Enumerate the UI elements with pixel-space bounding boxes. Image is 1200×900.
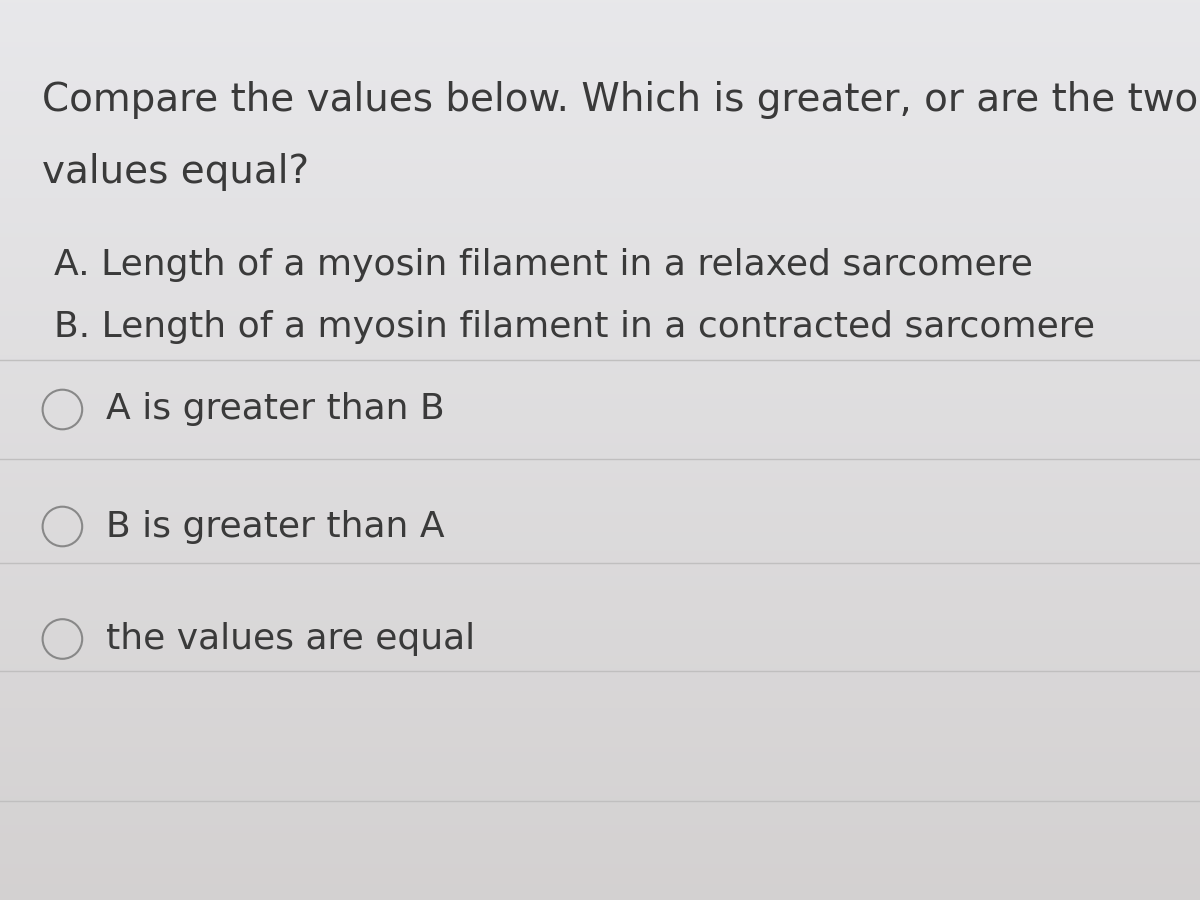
- Text: the values are equal: the values are equal: [106, 622, 475, 656]
- Text: A. Length of a myosin filament in a relaxed sarcomere: A. Length of a myosin filament in a rela…: [54, 248, 1033, 282]
- Text: Compare the values below. Which is greater, or are the two: Compare the values below. Which is great…: [42, 81, 1199, 119]
- Text: A is greater than B: A is greater than B: [106, 392, 444, 427]
- Text: B. Length of a myosin filament in a contracted sarcomere: B. Length of a myosin filament in a cont…: [54, 310, 1096, 345]
- Text: B is greater than A: B is greater than A: [106, 509, 444, 544]
- Text: values equal?: values equal?: [42, 153, 310, 191]
